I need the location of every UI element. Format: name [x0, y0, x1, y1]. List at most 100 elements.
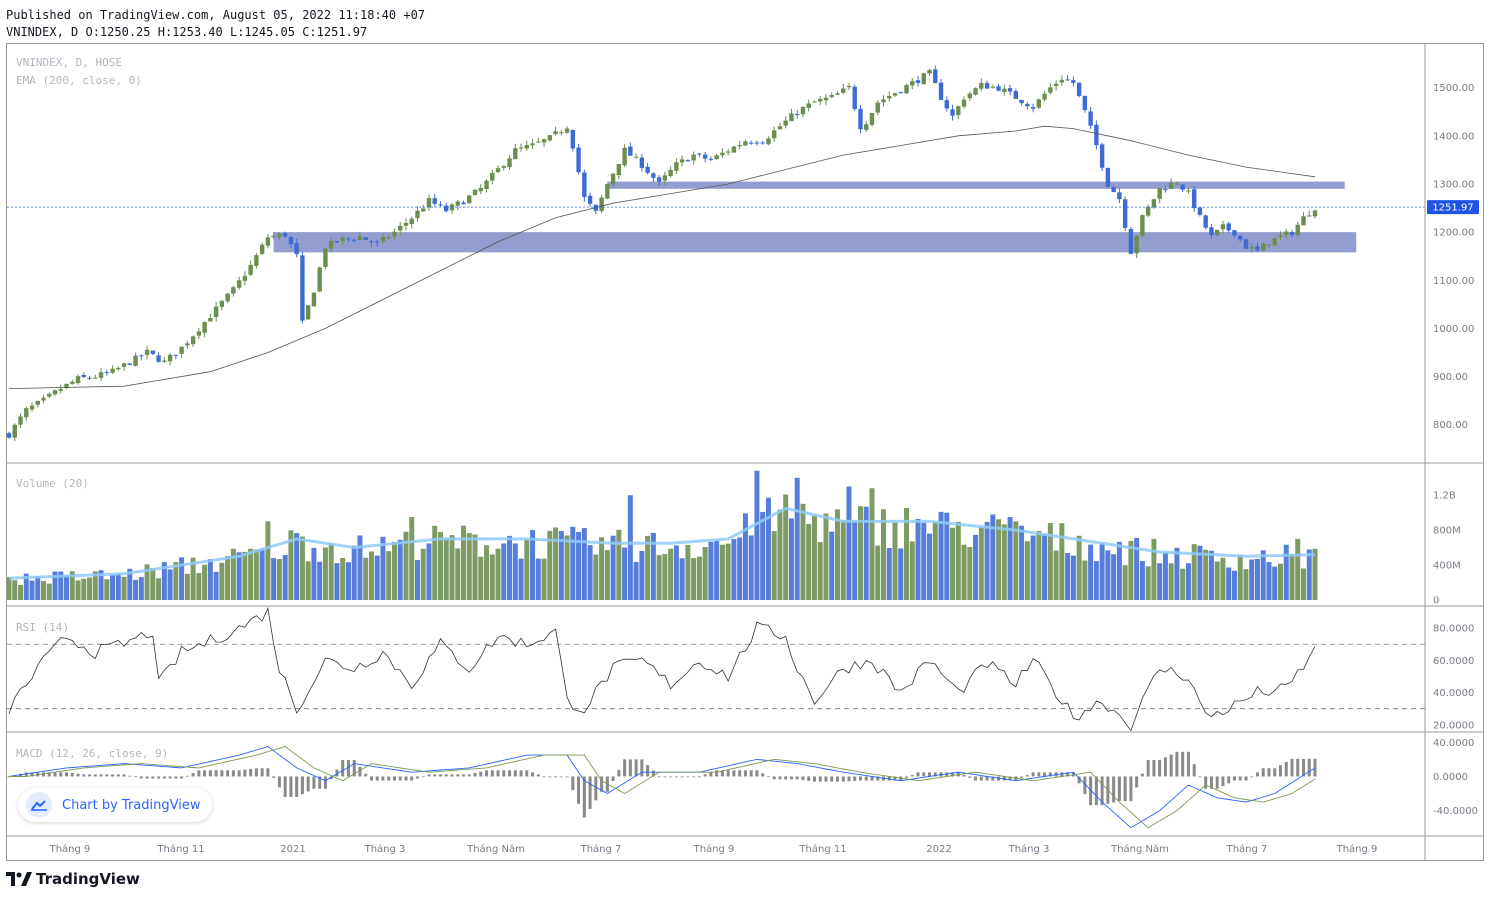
candle — [881, 95, 886, 107]
volume-bar — [852, 521, 858, 600]
volume-bar — [950, 527, 956, 600]
volume-legend: Volume (20) — [16, 477, 89, 490]
volume-bar — [1197, 545, 1203, 600]
candle-body — [570, 129, 576, 149]
candle-body — [777, 126, 783, 130]
candle — [1059, 75, 1065, 86]
macd-hist-bar — [490, 770, 494, 777]
candle-body — [47, 393, 52, 397]
volume-bar — [1024, 541, 1030, 600]
macd-hist-bar — [1250, 776, 1254, 778]
macd-hist-bar — [214, 770, 218, 777]
volume-bar — [1214, 561, 1220, 600]
volume-bar — [242, 551, 248, 600]
tradingview-logo[interactable]: TradingView — [6, 870, 140, 888]
volume-bar — [213, 571, 219, 600]
macd-hist-bar — [398, 776, 402, 781]
macd-hist-bar — [1204, 776, 1208, 789]
candle — [409, 216, 414, 229]
candle-body — [806, 103, 811, 108]
candle — [455, 200, 460, 211]
macd-hist-bar — [76, 773, 80, 777]
volume-bar — [909, 541, 915, 600]
macd-hist-bar — [438, 774, 442, 777]
macd-hist-bar — [1307, 758, 1311, 777]
macd-hist-bar — [703, 774, 707, 777]
candle — [12, 423, 17, 442]
macd-hist-bar — [392, 776, 396, 781]
candle-body — [1238, 235, 1243, 240]
candle-body — [1180, 184, 1185, 190]
volume-bar — [1059, 523, 1065, 600]
candle-body — [996, 86, 1001, 91]
candle — [1203, 214, 1208, 230]
candle — [697, 152, 702, 157]
x-tick-label: 2021 — [280, 844, 305, 855]
candle — [282, 231, 288, 238]
volume-bar — [886, 548, 892, 600]
macd-hist-bar — [272, 776, 276, 778]
chart-by-tradingview-badge[interactable]: Chart by TradingView — [18, 788, 213, 822]
time-axis-ticks: Tháng 9 Tháng 11 2021 Tháng 3 Tháng Năm Tháng… — [49, 843, 1378, 855]
candle — [576, 144, 581, 175]
candle-body — [1002, 88, 1007, 93]
candle-body — [915, 80, 921, 83]
macd-hist-bar — [588, 776, 592, 809]
chart-canvas[interactable]: 1500.00 1400.00 1300.00 1200.00 1100.00 1000.… — [7, 44, 1483, 860]
candle — [1140, 214, 1145, 238]
candle — [950, 104, 955, 121]
candle — [852, 84, 857, 112]
volume-bar — [173, 562, 179, 600]
volume-bar — [927, 533, 933, 600]
volume-bar — [282, 555, 288, 600]
candle — [81, 372, 86, 378]
candle-body — [415, 210, 420, 218]
volume-bar — [587, 545, 593, 600]
volume-bar — [46, 583, 52, 600]
macd-hist-bar — [582, 776, 586, 818]
candle — [1042, 90, 1047, 102]
chart-frame[interactable]: 1500.00 1400.00 1300.00 1200.00 1100.00 1000.… — [6, 43, 1484, 861]
candle — [1099, 142, 1105, 172]
candle-body — [495, 168, 501, 173]
candle-body — [501, 166, 506, 168]
macd-hist-bar — [1198, 776, 1202, 778]
volume-bar — [547, 530, 553, 600]
candle-body — [1214, 229, 1220, 235]
volume-ma-line — [8, 506, 1316, 580]
candle — [398, 221, 403, 236]
macd-hist-bar — [1060, 772, 1064, 777]
candle — [518, 143, 524, 152]
candle-body — [317, 267, 322, 292]
macd-hist-bar — [352, 760, 356, 777]
volume-bar — [236, 552, 242, 600]
candle — [323, 247, 328, 270]
candle — [875, 100, 880, 116]
volume-bar — [691, 558, 697, 600]
y-tick-label: 80.0000 — [1433, 624, 1474, 635]
volume-bar — [1157, 563, 1163, 600]
candle — [662, 171, 668, 186]
candle-body — [691, 154, 696, 161]
volume-bar — [1185, 563, 1191, 600]
candle-body — [277, 233, 282, 238]
support-resistance-zones — [273, 181, 1357, 253]
candle-body — [398, 225, 403, 231]
macd-hist-bar — [1313, 758, 1317, 777]
volume-bar — [984, 521, 990, 600]
macd-hist-bar — [870, 776, 874, 781]
macd-hist-bar — [542, 776, 546, 778]
candle — [478, 184, 483, 195]
candle — [444, 202, 449, 213]
macd-hist-bar — [801, 776, 805, 781]
candle-body — [651, 173, 656, 178]
macd-hist-bar — [743, 770, 747, 777]
macd-hist-bar — [812, 776, 816, 782]
volume-bar — [311, 547, 317, 600]
candle-body — [311, 292, 317, 307]
candle — [311, 292, 317, 307]
candle — [305, 305, 311, 321]
candle — [1289, 229, 1295, 238]
candle-body — [1232, 230, 1237, 236]
candle — [513, 143, 518, 160]
